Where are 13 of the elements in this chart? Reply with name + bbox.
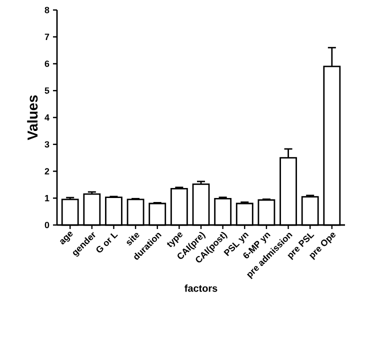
y-tick-label: 0 xyxy=(44,222,50,228)
y-tick-label: 5 xyxy=(44,88,50,94)
x-axis-title: factors xyxy=(184,284,218,292)
y-tick-label: 4 xyxy=(44,114,50,121)
y-tick-label: 1 xyxy=(45,195,50,202)
y-axis-title: Values xyxy=(27,95,38,140)
y-tick-label: 3 xyxy=(44,141,50,148)
y-tick-label: 2 xyxy=(44,168,50,174)
y-tick-label: 8 xyxy=(44,6,50,14)
x-tick-label: G or L xyxy=(96,233,118,252)
y-tick-label: 7 xyxy=(44,34,50,40)
x-tick-label: age xyxy=(60,232,73,244)
y-tick-label: 6 xyxy=(44,60,50,67)
